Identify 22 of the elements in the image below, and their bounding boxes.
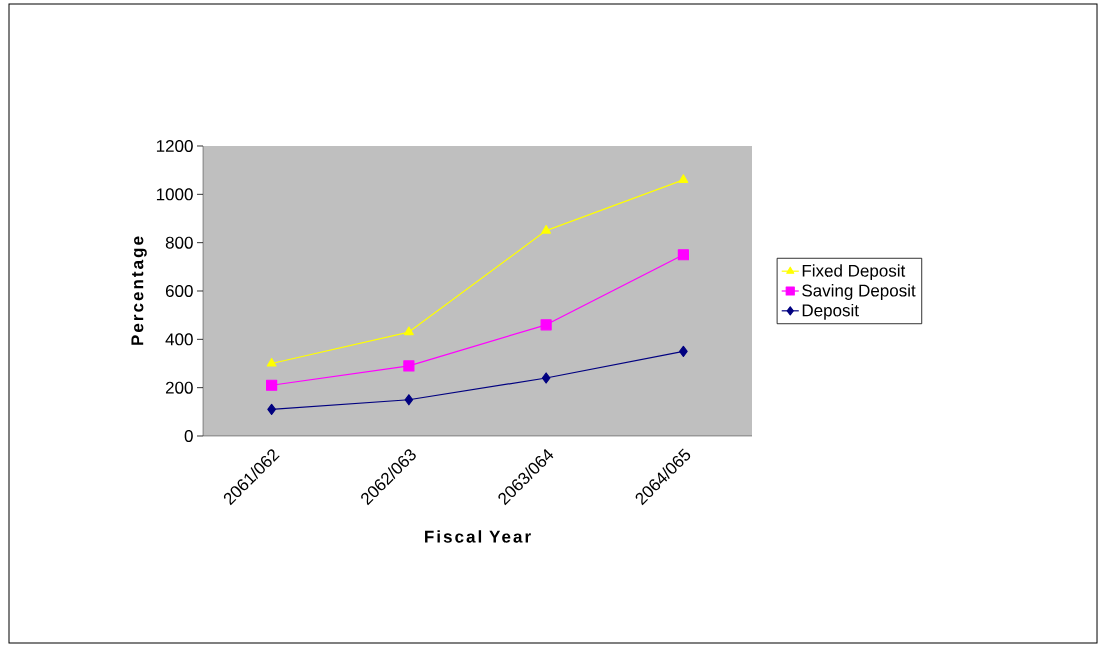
- y-tick-label: 600: [165, 284, 193, 298]
- y-tick-label: 800: [165, 236, 193, 249]
- point: [678, 174, 689, 183]
- point: [677, 249, 689, 261]
- x-axis-title: Fiscal Year: [425, 530, 531, 543]
- y-tick-label: 400: [165, 333, 193, 346]
- y-tick-label: 0: [184, 429, 193, 443]
- point: [541, 372, 551, 384]
- point: [403, 326, 414, 336]
- y-tick-label: 1200: [156, 139, 193, 153]
- y-tick-label: 200: [165, 381, 193, 394]
- legend-label: Deposit: [802, 303, 859, 320]
- point: [404, 394, 414, 406]
- legend-label: Fixed Deposit: [802, 264, 906, 281]
- y-tick-label: 1000: [156, 188, 193, 201]
- y-axis-title: Percentage: [131, 236, 147, 345]
- legend-label: Saving Deposit: [802, 284, 916, 300]
- point: [403, 360, 415, 372]
- point: [266, 357, 277, 367]
- point: [266, 379, 278, 391]
- point: [541, 224, 552, 234]
- point: [540, 319, 552, 331]
